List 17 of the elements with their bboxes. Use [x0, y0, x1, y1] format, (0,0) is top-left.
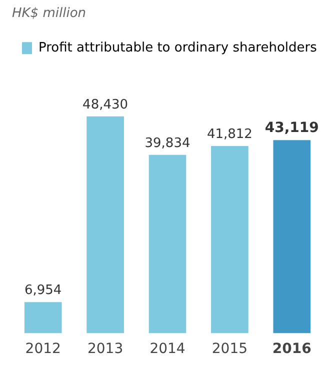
- data-label: 6,954: [24, 282, 62, 298]
- data-label: 41,812: [206, 126, 252, 142]
- x-tick-label: 2013: [87, 341, 124, 358]
- bar: [24, 302, 62, 334]
- bar: [273, 140, 311, 334]
- bar: [148, 154, 186, 334]
- x-tick-label: 2014: [150, 341, 186, 358]
- x-tick-label: 2015: [212, 341, 248, 358]
- x-tick-label: 2016: [272, 341, 312, 358]
- bar: [86, 116, 124, 334]
- text: HK$ million: [12, 6, 86, 22]
- bar: [211, 146, 248, 334]
- data-label: 48,430: [82, 97, 128, 112]
- data-label: 43,119: [264, 120, 319, 136]
- x-tick-label: 2012: [25, 341, 61, 358]
- legend-label: Profit attributable to ordinary shareholders: [38, 40, 318, 56]
- data-label: 39,834: [144, 136, 190, 151]
